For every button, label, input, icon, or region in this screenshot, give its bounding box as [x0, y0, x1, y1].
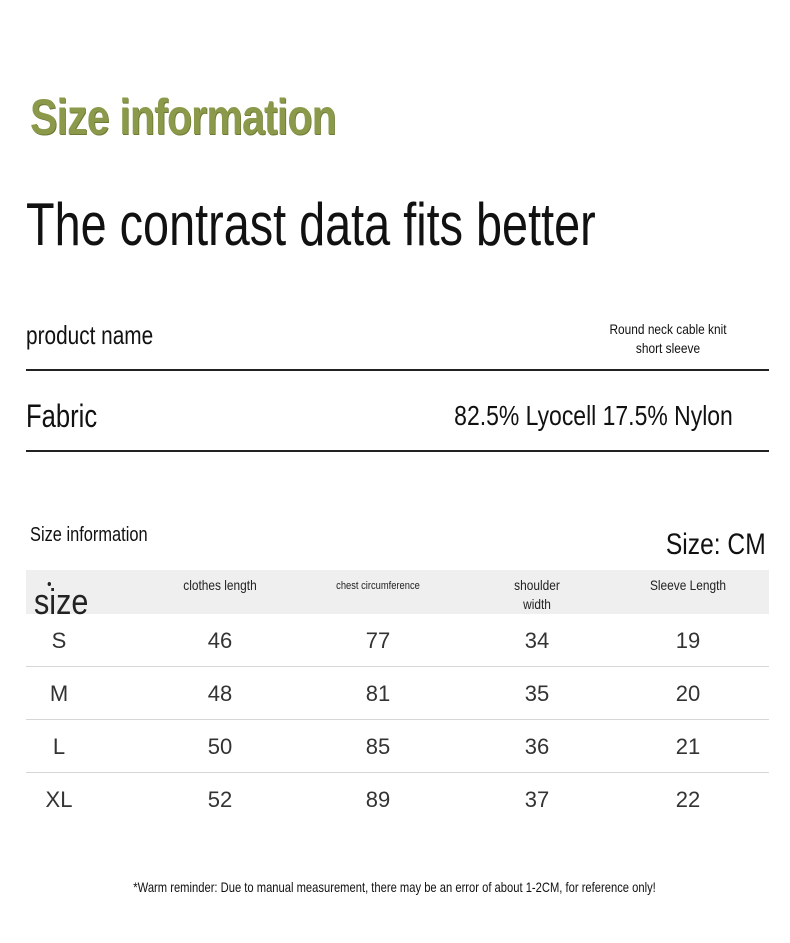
cell-shoulder: 36 — [524, 734, 550, 759]
table-row: L 50 85 36 21 — [26, 720, 769, 773]
cell-shoulder: 35 — [524, 681, 550, 706]
page-title: Size information — [30, 89, 337, 145]
cell-sleeve: 19 — [675, 628, 701, 653]
cell-size: L — [52, 734, 66, 759]
cell-chest: 77 — [365, 628, 391, 653]
cell-sleeve: 20 — [675, 681, 701, 706]
page-subtitle: The contrast data fits better — [26, 191, 596, 258]
footnote: *Warm reminder: Due to manual measuremen… — [0, 879, 790, 895]
cell-clothes-length: 46 — [207, 628, 233, 653]
fabric-row: Fabric 82.5% Lyocell 17.5% Nylon — [26, 380, 769, 452]
cell-size: S — [51, 628, 67, 653]
cell-clothes-length: 52 — [207, 787, 233, 812]
fabric-label: Fabric — [26, 398, 98, 434]
table-header: size clothes length chest circumference … — [26, 570, 769, 620]
cell-shoulder: 34 — [524, 628, 550, 653]
cell-clothes-length: 50 — [207, 734, 233, 759]
cell-clothes-length: 48 — [207, 681, 233, 706]
cell-size: M — [49, 681, 69, 706]
product-name-label: product name — [26, 320, 154, 350]
cell-sleeve: 21 — [675, 734, 701, 759]
table-row: S 46 77 34 19 — [26, 614, 769, 667]
size-section-title: Size information — [30, 524, 148, 546]
column-header-sleeve-length: Sleeve Length — [649, 577, 727, 593]
cell-chest: 81 — [365, 681, 391, 706]
column-header-chest-circumference: chest circumference — [336, 580, 420, 592]
product-name-value: Round neck cable knit short sleeve — [609, 321, 727, 356]
product-name-row: product name Round neck cable knit short… — [26, 300, 769, 371]
cell-sleeve: 22 — [675, 787, 701, 812]
size-table: size clothes length chest circumference … — [26, 570, 769, 825]
cell-chest: 89 — [365, 787, 391, 812]
table-row: M 48 81 35 20 — [26, 667, 769, 720]
cell-size: XL — [45, 787, 73, 812]
cell-shoulder: 37 — [524, 787, 550, 812]
cell-chest: 85 — [365, 734, 391, 759]
column-header-size: size — [34, 581, 89, 622]
footnote-text: *Warm reminder: Due to manual measuremen… — [133, 879, 657, 895]
column-header-shoulder-width: shoulder width — [514, 577, 560, 612]
table-row: XL 52 89 37 22 — [26, 773, 769, 825]
fabric-value: 82.5% Lyocell 17.5% Nylon — [454, 400, 733, 431]
size-unit-label: Size: CM — [666, 528, 766, 561]
column-header-clothes-length: clothes length — [183, 577, 257, 593]
